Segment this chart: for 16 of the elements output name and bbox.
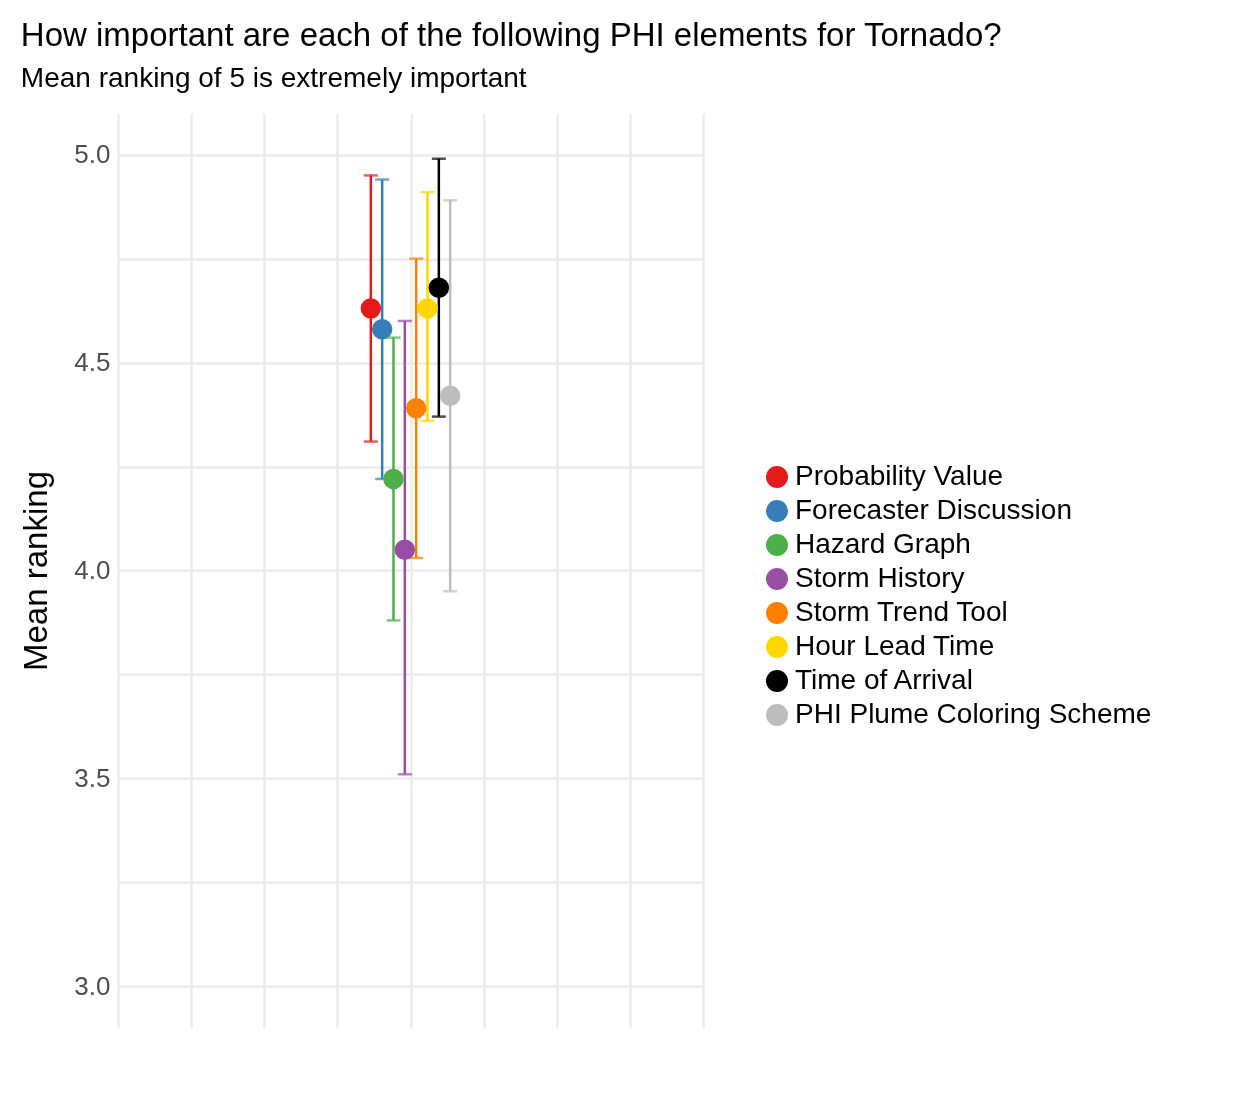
y-tick-label: 3.0: [74, 970, 111, 1001]
legend-label: Time of Arrival: [795, 664, 973, 695]
chart-subtitle: Mean ranking of 5 is extremely important: [20, 62, 527, 93]
legend-label: Probability Value: [795, 460, 1004, 491]
y-tick-label: 5.0: [74, 139, 111, 170]
legend-label: Hazard Graph: [795, 528, 971, 559]
legend-label: Storm Trend Tool: [795, 596, 1008, 627]
legend-label: PHI Plume Coloring Scheme: [795, 698, 1152, 729]
legend-label: Storm History: [795, 562, 965, 593]
y-tick-label: 3.5: [74, 762, 111, 793]
y-tick-label: 4.0: [74, 555, 111, 585]
y-tick-label: 4.5: [74, 347, 111, 378]
legend-label: Forecaster Discussion: [795, 494, 1072, 525]
legend-label: Hour Lead Time: [795, 630, 995, 661]
y-axis-title: Mean ranking: [17, 471, 55, 671]
chart-title: How important are each of the following PHI elements for Tornado?: [20, 16, 1002, 53]
